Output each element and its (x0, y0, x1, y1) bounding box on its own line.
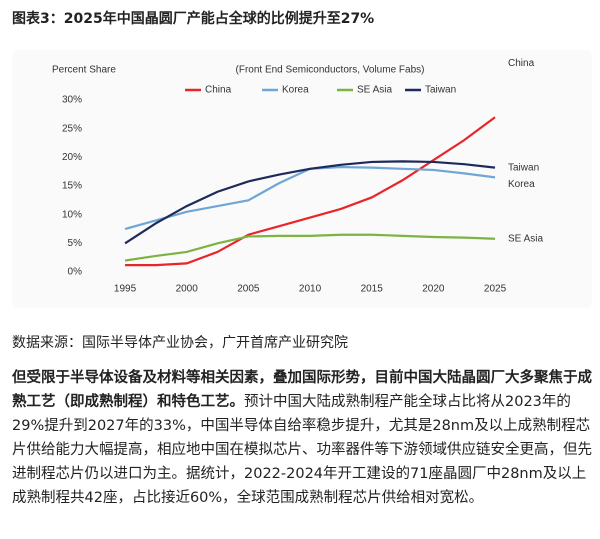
end-label: China (508, 58, 535, 69)
y-tick-label: 25% (62, 123, 82, 134)
series-line (124, 233, 496, 262)
y-tick-label: 20% (62, 152, 82, 163)
chart-box: (Front End Semiconductors, Volume Fabs) … (12, 50, 592, 308)
chart-subtitle: (Front End Semiconductors, Volume Fabs) (236, 65, 425, 76)
bold-text: 但受限于半导体设备及材料等相关因素，叠加国际形势，目前中国大陆晶圆厂大多聚焦于成… (12, 370, 592, 410)
figure-title: 图表3：2025年中国晶圆厂产能占全球的比例提升至27% (12, 11, 375, 27)
legend-label: Korea (282, 85, 309, 96)
y-tick-label: 30% (62, 95, 82, 106)
x-tick-label: 2025 (484, 284, 507, 295)
legend-label: China (205, 85, 232, 96)
chart: (Front End Semiconductors, Volume Fabs) … (52, 58, 543, 295)
y-tick-label: 5% (68, 238, 83, 249)
x-tick-label: 1995 (114, 284, 137, 295)
x-tick-label: 2010 (299, 284, 322, 295)
y-tick-label: 15% (62, 181, 82, 192)
end-label: SE Asia (508, 233, 543, 244)
source: 数据来源：国际半导体产业协会，广开首席产业研究院 (12, 335, 348, 351)
y-tick-label: 10% (62, 209, 82, 220)
series-line (124, 165, 496, 231)
series-line (124, 160, 496, 245)
body-text: 预计中国大陆成熟制程产能全球占比将从2023年的29%提升到2027年的33%，… (12, 394, 592, 506)
x-tick-label: 2020 (422, 284, 445, 295)
legend-label: Taiwan (425, 85, 456, 96)
legend-label: SE Asia (357, 85, 392, 96)
y-tick-label: 0% (68, 267, 83, 278)
series-line (125, 116, 496, 267)
x-tick-label: 2005 (237, 284, 260, 295)
y-axis-label: Percent Share (52, 65, 116, 76)
x-tick-label: 2015 (361, 284, 384, 295)
paragraph: 但受限于半导体设备及材料等相关因素，叠加国际形势，目前中国大陆晶圆厂大多聚焦于成… (12, 366, 598, 510)
end-label: Korea (508, 179, 535, 190)
x-tick-label: 2000 (176, 284, 199, 295)
end-label: Taiwan (508, 162, 539, 173)
